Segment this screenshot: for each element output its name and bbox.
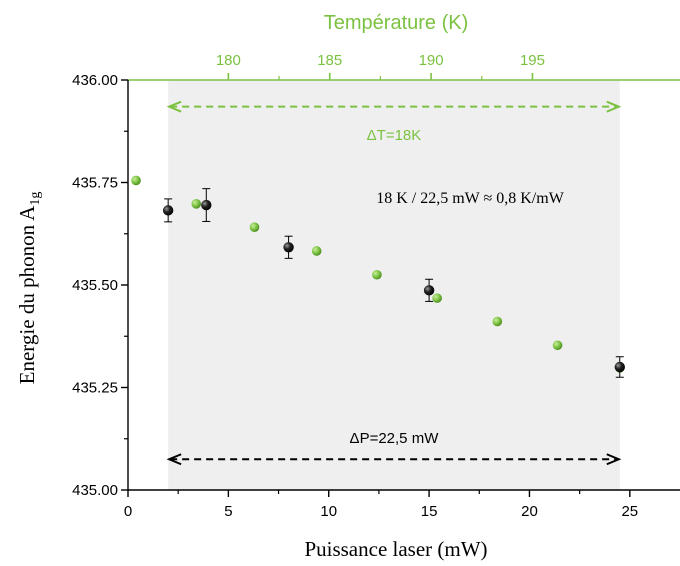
- shaded-region: [168, 80, 620, 490]
- black-data-point: [614, 361, 625, 373]
- x-tick-label: 0: [124, 503, 132, 520]
- delta-p-arrow-label: ΔP=22,5 mW: [350, 430, 440, 447]
- y-tick-label: 435.50: [72, 277, 118, 294]
- data-points: [131, 175, 625, 378]
- x-axis-label: Puissance laser (mW): [304, 537, 487, 561]
- black-data-point: [201, 199, 212, 211]
- y-tick-label: 435.00: [72, 482, 118, 499]
- annotations: ΔT=18K ΔP=22,5 mW 18 K / 22,5 mW ≈ 0,8 K/m…: [166, 100, 622, 466]
- top-axis: 180 185 190 195: [128, 52, 680, 81]
- x-tick-label: 10: [320, 503, 337, 520]
- black-data-point: [283, 242, 294, 253]
- top-axis-label: Température (K): [324, 12, 469, 34]
- x-tick-label: 25: [621, 503, 638, 520]
- green-data-point: [552, 340, 563, 351]
- green-data-point: [131, 175, 141, 186]
- black-data-point: [162, 205, 174, 216]
- green-data-point: [432, 293, 442, 303]
- delta-t-arrow-head-left: [166, 100, 182, 113]
- y-axis-label-subscript: 1g: [28, 192, 43, 206]
- y-tick-label: 435.75: [72, 175, 118, 192]
- delta-p-arrow-head-left: [166, 453, 182, 466]
- y-axis-label: Energie du phonon A1g: [15, 192, 43, 385]
- ratio-annotation: 18 K / 22,5 mW ≈ 0,8 K/mW: [376, 190, 564, 207]
- delta-p-arrow-head-right: [606, 453, 622, 466]
- axis-labels: Puissance laser (mW) Température (K) Ene…: [15, 12, 488, 561]
- green-data-point: [311, 246, 322, 256]
- x-tick-label: 20: [521, 503, 538, 520]
- y-axis-label-main: Energie du phonon A: [15, 205, 39, 385]
- top-tick-label: 185: [317, 52, 342, 69]
- green-data-point: [249, 222, 260, 232]
- delta-t-arrow-head-right: [606, 100, 622, 113]
- green-data-point: [191, 199, 202, 209]
- top-tick-label: 195: [520, 52, 545, 69]
- green-data-point: [372, 269, 382, 280]
- black-data-point: [423, 285, 435, 296]
- y-tick-label: 435.25: [72, 380, 118, 397]
- left-axis: 435.00 435.25 435.50 435.75 436.00: [72, 72, 129, 499]
- green-data-point: [492, 316, 503, 327]
- x-tick-label: 15: [421, 503, 438, 520]
- top-tick-label: 180: [216, 52, 241, 69]
- top-tick-label: 190: [419, 52, 444, 69]
- bottom-axis: 0 5 10 15 20 25: [124, 489, 680, 520]
- x-tick-label: 5: [224, 503, 232, 520]
- delta-t-arrow-label: ΔT=18K: [367, 127, 422, 144]
- y-tick-label: 436.00: [72, 72, 118, 89]
